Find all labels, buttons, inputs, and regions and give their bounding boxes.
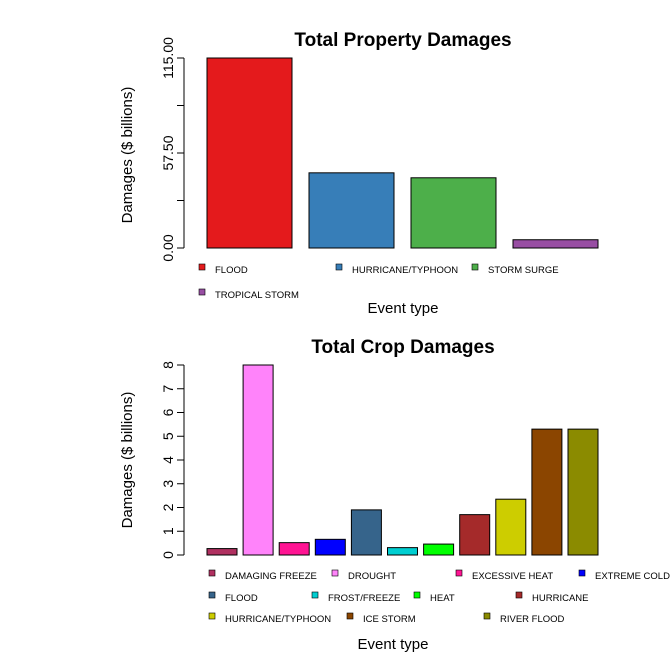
crop-y-tick-label: 1 (160, 527, 176, 535)
property-x-axis-label: Event type (368, 300, 439, 317)
crop-legend-swatch-heat (413, 591, 421, 599)
crop-legend-swatch-drought (331, 569, 339, 577)
crop-legend-swatch-flood (208, 591, 216, 599)
crop-bar-hurricane (459, 514, 491, 556)
crop-legend-label-ice-storm: ICE STORM (363, 614, 416, 625)
crop-legend-label-heat: HEAT (430, 593, 455, 604)
property-y-axis-label: Damages ($ billions) (119, 87, 136, 224)
property-legend-swatch-tropical-storm (198, 288, 206, 296)
crop-bar-river-flood (567, 428, 599, 556)
property-bar-storm-surge (410, 177, 497, 249)
property-bar-flood (206, 57, 293, 249)
crop-legend-swatch-hurricane (515, 591, 523, 599)
crop-legend-swatch-frost-freeze (311, 591, 319, 599)
property-legend-label-storm-surge: STORM SURGE (488, 265, 559, 276)
crop-bar-excessive-heat (278, 542, 310, 556)
crop-legend-swatch-ice-storm (346, 612, 354, 620)
crop-bar-frost-freeze (387, 547, 418, 556)
crop-legend-label-drought: DROUGHT (348, 571, 396, 582)
crop-legend-label-damaging-freeze: DAMAGING FREEZE (225, 571, 317, 582)
crop-chart-title: Total Crop Damages (311, 337, 494, 358)
crop-legend-swatch-damaging-freeze (208, 569, 216, 577)
crop-y-tick-label: 3 (160, 480, 176, 488)
crop-y-tick-label: 0 (160, 551, 176, 559)
crop-legend-swatch-river-flood (483, 612, 491, 620)
crop-legend-label-hurricane: HURRICANE (532, 593, 588, 604)
crop-legend-label-flood: FLOOD (225, 593, 258, 604)
crop-legend-label-frost-freeze: FROST/FREEZE (328, 593, 400, 604)
crop-x-axis-label: Event type (358, 636, 429, 653)
crop-bar-heat (423, 543, 455, 556)
crop-y-tick-label: 8 (160, 361, 176, 369)
crop-legend-label-excessive-heat: EXCESSIVE HEAT (472, 571, 553, 582)
crop-bar-ice-storm (531, 428, 563, 556)
crop-y-tick-label: 4 (160, 456, 176, 464)
property-legend-swatch-hurricane-typhoon (335, 263, 343, 271)
property-legend-label-hurricane-typhoon: HURRICANE/TYPHOON (352, 265, 458, 276)
crop-legend-label-river-flood: RIVER FLOOD (500, 614, 565, 625)
crop-y-axis-label: Damages ($ billions) (119, 392, 136, 529)
crop-bar-hurricane-typhoon (495, 498, 527, 556)
crop-legend-swatch-excessive-heat (455, 569, 463, 577)
property-chart-title: Total Property Damages (294, 30, 511, 51)
property-y-tick-label: 0.00 (160, 234, 176, 261)
crop-y-tick-label: 5 (160, 432, 176, 440)
property-legend-label-tropical-storm: TROPICAL STORM (215, 290, 299, 301)
crop-bar-flood (350, 509, 382, 556)
crop-legend-swatch-extreme-cold (578, 569, 586, 577)
crop-y-tick-label: 6 (160, 408, 176, 416)
crop-bar-extreme-cold (314, 538, 346, 556)
property-bar-hurricane-typhoon (308, 172, 395, 249)
property-y-tick-label: 57.50 (160, 135, 176, 170)
crop-bar-drought (242, 364, 274, 556)
crop-y-tick-label: 2 (160, 503, 176, 511)
property-y-tick-label: 115.00 (160, 37, 176, 79)
crop-y-tick-label: 7 (160, 385, 176, 393)
property-bar-tropical-storm (512, 239, 599, 249)
crop-bar-damaging-freeze (206, 548, 238, 556)
crop-legend-label-hurricane-typhoon: HURRICANE/TYPHOON (225, 614, 331, 625)
property-legend-swatch-flood (198, 263, 206, 271)
property-legend-swatch-storm-surge (471, 263, 479, 271)
property-legend-label-flood: FLOOD (215, 265, 248, 276)
crop-legend-swatch-hurricane-typhoon (208, 612, 216, 620)
crop-legend-label-extreme-cold: EXTREME COLD (595, 571, 670, 582)
